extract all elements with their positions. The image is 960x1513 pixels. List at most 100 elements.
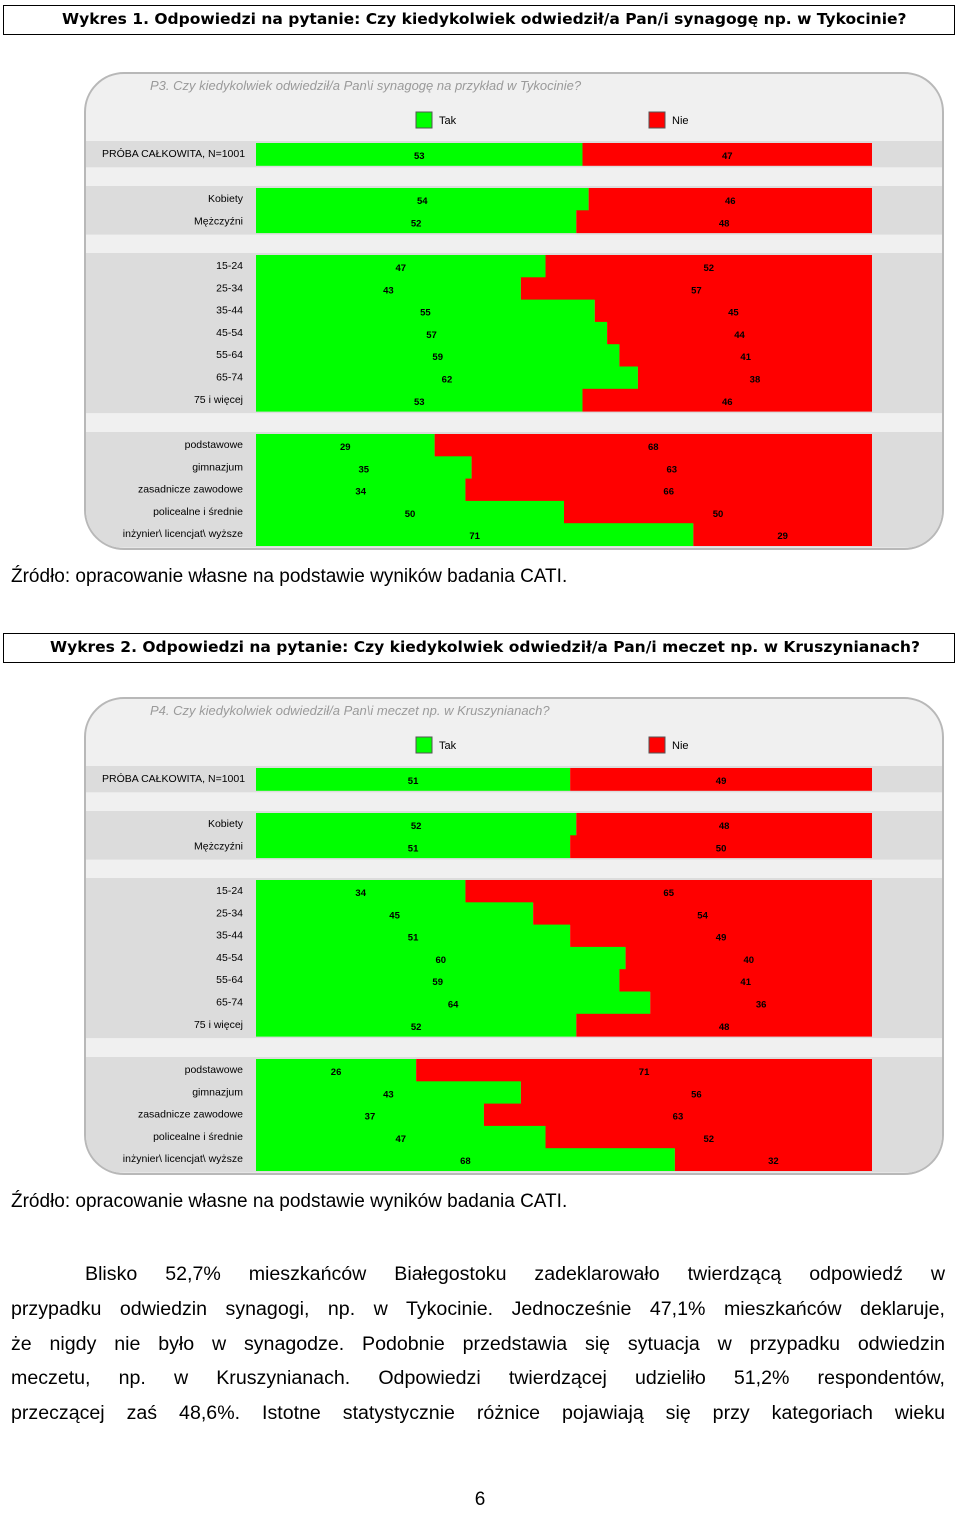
bar-nie (594, 299, 872, 323)
paragraph-line: przypadku odwiedzin synagogi, np. w Tyko… (11, 1297, 945, 1320)
legend-swatch-nie (648, 111, 666, 129)
bar-tak (256, 299, 595, 323)
row-label: 75 i więcej (194, 1019, 243, 1031)
data-label-tak: 47 (395, 263, 406, 274)
bar-tak (256, 210, 577, 234)
data-label-tak: 68 (460, 1156, 471, 1167)
data-label-tak: 60 (436, 955, 447, 966)
bar-tak (256, 813, 577, 836)
data-label-nie: 47 (722, 151, 733, 162)
row-label: 55-64 (216, 349, 243, 361)
bar-tak (256, 1125, 546, 1149)
bar-tak (256, 434, 435, 457)
legend-label-tak: Tak (439, 115, 457, 127)
row-label: inżynier\ licencjat\ wyższe (123, 528, 243, 540)
legend-label-nie: Nie (672, 740, 689, 752)
data-label-nie: 46 (725, 196, 736, 207)
chart-source-2: Źródło: opracowanie własne na podstawie … (11, 1191, 568, 1212)
bar-nie (483, 1103, 872, 1127)
row-label: 45-54 (216, 952, 243, 964)
bar-tak (256, 456, 472, 480)
row-label: policealne i średnie (153, 1131, 243, 1143)
data-label-nie: 54 (697, 910, 708, 921)
data-label-nie: 44 (734, 330, 745, 341)
data-label-nie: 57 (691, 285, 702, 296)
data-label-nie: 48 (719, 218, 730, 229)
bar-nie (637, 366, 872, 390)
paragraph-line: meczetu, np. w Kruszynianach. Odpowiedzi… (11, 1367, 945, 1390)
row-label: PRÓBA CAŁKOWITA, N=1001 (102, 772, 245, 785)
page-number: 6 (474, 1489, 486, 1510)
bar-nie (650, 991, 872, 1015)
paragraph-line: przeczącej zaś 48,6%. Istotne statystycz… (11, 1402, 945, 1425)
bar-nie (545, 255, 872, 278)
data-label-nie: 40 (744, 955, 755, 966)
bar-nie (625, 946, 872, 970)
chart-panel-1: P3. Czy kiedykolwiek odwiedził/a Pan\i s… (84, 72, 944, 550)
row-label: policealne i średnie (153, 506, 243, 518)
row-label: 25-34 (216, 907, 243, 919)
bar-nie (564, 500, 872, 524)
row-label: 15-24 (216, 260, 243, 272)
bar-nie (434, 434, 872, 457)
bar-nie (607, 321, 872, 345)
chart-source-1: Źródło: opracowanie własne na podstawie … (11, 566, 568, 587)
data-label-tak: 51 (408, 933, 419, 944)
bar-nie (619, 344, 872, 367)
data-label-tak: 50 (405, 509, 416, 520)
bar-tak (256, 1148, 675, 1171)
chart-title: P3. Czy kiedykolwiek odwiedził/a Pan\i s… (150, 78, 582, 93)
bar-nie (576, 1013, 872, 1037)
row-label: podstawowe (185, 439, 244, 451)
data-label-tak: 52 (411, 821, 422, 832)
data-label-tak: 26 (331, 1067, 342, 1078)
data-label-tak: 52 (411, 1022, 422, 1033)
data-label-nie: 49 (716, 933, 727, 944)
data-label-nie: 49 (716, 776, 727, 787)
data-label-nie: 71 (639, 1067, 650, 1078)
bar-tak (256, 1059, 417, 1082)
data-label-nie: 63 (667, 464, 678, 475)
data-label-tak: 37 (365, 1112, 376, 1123)
row-label: 35-44 (216, 305, 243, 317)
data-label-tak: 29 (340, 442, 351, 453)
paragraph-line: Blisko 52,7% mieszkańców Białegostoku za… (85, 1263, 945, 1285)
row-label: zasadnicze zawodowe (138, 1109, 243, 1121)
bar-tak (256, 835, 571, 859)
data-label-tak: 53 (414, 151, 425, 162)
row-label: 75 i więcej (194, 394, 243, 406)
bar-tak (256, 768, 571, 791)
legend-swatch-nie (648, 736, 666, 754)
bar-tak (256, 388, 583, 412)
bar-nie (576, 813, 872, 836)
row-label: podstawowe (185, 1064, 244, 1076)
row-label: 45-54 (216, 327, 243, 339)
row-label: zasadnicze zawodowe (138, 484, 243, 496)
data-label-nie: 52 (703, 1134, 714, 1145)
bar-nie (570, 835, 872, 859)
data-label-tak: 47 (395, 1134, 406, 1145)
row-label: 55-64 (216, 974, 243, 986)
bar-tak (256, 880, 466, 903)
data-label-tak: 43 (383, 1089, 394, 1100)
legend-label-nie: Nie (672, 115, 689, 127)
chart-svg-1: P3. Czy kiedykolwiek odwiedził/a Pan\i s… (86, 78, 942, 548)
data-label-tak: 34 (355, 487, 366, 498)
data-label-nie: 50 (716, 843, 727, 854)
row-label: 65-74 (216, 372, 243, 384)
data-label-tak: 64 (448, 1000, 459, 1011)
data-label-tak: 35 (359, 464, 370, 475)
data-label-nie: 29 (777, 531, 788, 542)
body-paragraph: Blisko 52,7% mieszkańców Białegostoku za… (11, 1257, 945, 1431)
data-label-tak: 53 (414, 397, 425, 408)
bar-tak (256, 366, 638, 390)
chart-svg-2: P4. Czy kiedykolwiek odwiedził/a Pan\i m… (86, 703, 942, 1173)
data-label-nie: 65 (663, 888, 674, 899)
bar-nie (465, 880, 872, 903)
bar-nie (570, 924, 872, 948)
bar-tak (256, 924, 571, 948)
bar-nie (520, 1081, 872, 1105)
row-label: gimnazjum (192, 461, 243, 473)
chart-title: P4. Czy kiedykolwiek odwiedził/a Pan\i m… (150, 703, 550, 718)
chart-panel-2: P4. Czy kiedykolwiek odwiedził/a Pan\i m… (84, 697, 944, 1175)
